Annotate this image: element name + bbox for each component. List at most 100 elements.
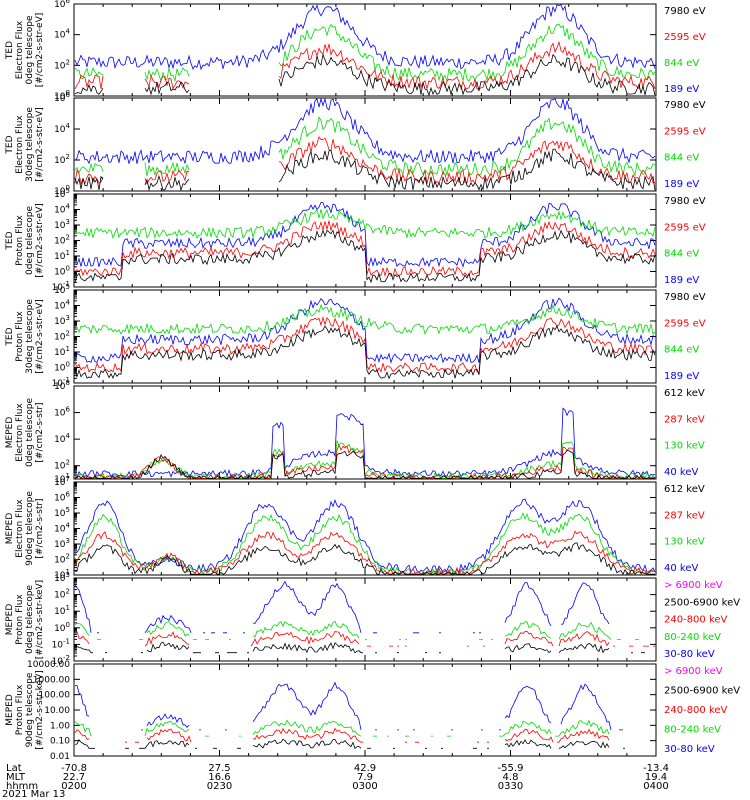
y-tick-label: 102 xyxy=(54,553,70,566)
legend-entry: 2595 eV xyxy=(664,222,706,233)
series-line-green xyxy=(74,303,656,336)
series-line-red xyxy=(74,136,656,186)
panel-frame xyxy=(73,663,657,757)
y-tick-label: 106 xyxy=(54,0,70,10)
legend-entry: 40 keV xyxy=(664,563,698,574)
y-axis-label: MEPED xyxy=(5,417,15,449)
legend-entry: 130 keV xyxy=(664,441,705,452)
y-tick-label: 102 xyxy=(54,330,70,343)
series-line-green xyxy=(75,621,655,639)
y-tick-label: 105 xyxy=(54,283,70,296)
series-line-blue xyxy=(74,407,656,478)
legend-entry: 240-800 keV xyxy=(664,615,728,626)
legend-entry: > 6900 keV xyxy=(664,666,723,677)
x-tick-label-lat: 42.9 xyxy=(354,763,376,774)
panel-frame xyxy=(73,97,657,192)
x-row-label: MLT xyxy=(6,772,26,783)
y-axis-label: Electron Flux xyxy=(15,20,25,79)
y-axis-label: 0deg telescope xyxy=(25,585,35,655)
legend-entry: 287 keV xyxy=(664,510,705,521)
legend-entry: 80-240 keV xyxy=(664,632,721,643)
y-axis-label: 90deg telescope xyxy=(25,672,35,747)
y-tick-label: 102 xyxy=(54,153,70,166)
x-tick-label-mlt: 22.7 xyxy=(63,772,85,783)
legend-entry: 2595 eV xyxy=(664,126,706,137)
legend-entry: 30-80 keV xyxy=(664,649,715,660)
x-tick-label-hhmm: 0230 xyxy=(207,781,232,792)
series-line-green xyxy=(74,208,656,240)
legend-entry: 7980 eV xyxy=(664,292,706,303)
y-axis-label: 0deg telescope xyxy=(25,398,35,468)
y-axis-label: [#/cm2-s-str-eV] xyxy=(35,299,45,374)
y-tick-label: 104 xyxy=(54,122,70,135)
y-axis-label: [#/cm2-s-str-eV] xyxy=(35,107,45,182)
y-tick-label: 101 xyxy=(54,568,70,581)
y-tick-label: 105 xyxy=(54,506,70,519)
series-line-black xyxy=(74,542,655,576)
series-line-green xyxy=(74,23,656,83)
y-tick-label: 1.00 xyxy=(50,721,70,731)
series-line-red xyxy=(75,630,655,647)
date-label: 2021 Mar 13 xyxy=(2,789,65,800)
legend-entry: 287 keV xyxy=(664,414,705,425)
y-tick-label: 10-2 xyxy=(52,654,70,667)
series-line-blue xyxy=(74,297,656,364)
y-axis-label: [#/cm2-s-str] xyxy=(35,498,45,558)
y-tick-label: 101 xyxy=(54,345,70,358)
y-tick-label: 103 xyxy=(54,537,70,550)
y-tick-label: 100 xyxy=(54,89,70,102)
legend-entry: 844 eV xyxy=(664,153,699,164)
x-tick-label-mlt: 7.9 xyxy=(357,772,373,783)
y-axis-label: Proton Flux xyxy=(15,684,25,735)
y-axis-label: TED xyxy=(5,231,15,250)
series-line-green xyxy=(74,116,656,177)
y-tick-label: 108 xyxy=(54,379,70,392)
x-tick-label-hhmm: 0330 xyxy=(498,781,523,792)
y-axis-label: Electron Flux xyxy=(15,403,25,462)
series-line-black xyxy=(74,148,656,192)
y-tick-label: 104 xyxy=(54,299,70,312)
y-tick-label: 106 xyxy=(54,91,70,104)
y-axis-label: MEPED xyxy=(5,513,15,545)
panel-ted-electron-30deg: 100 102 104 106 TED Electron Flux 30deg telesc… xyxy=(5,91,706,197)
panel-ted-electron-0deg: 100 102 104 106 TED Electron Flux 0deg telesco… xyxy=(5,0,706,102)
legend-entry: 612 keV xyxy=(664,484,705,495)
y-tick-label: 10-1 xyxy=(52,280,70,293)
y-axis-label: 90deg telescope xyxy=(25,491,35,566)
x-tick-label-hhmm: 0200 xyxy=(61,781,86,792)
y-axis-label: MEPED xyxy=(5,694,15,726)
y-tick-label: 101 xyxy=(54,472,70,485)
panel-ted-proton-0deg: 10-1 100 101 102 103 104 105 TED Proton Flux 0deg… xyxy=(5,187,706,293)
series-line-black xyxy=(74,325,656,380)
x-tick-label-mlt: 4.8 xyxy=(503,772,519,783)
legend-entry: 189 eV xyxy=(664,84,699,95)
panel-meped-proton-90deg: 10000.00 1000.00 100.00 10.00 1.00 0.10 0.01 ME… xyxy=(5,660,740,762)
y-tick-label: 100 xyxy=(54,621,70,634)
y-axis-label: TED xyxy=(5,135,15,154)
y-axis-label: [#/cm2-s-str-eV] xyxy=(35,13,45,88)
y-axis-label: [#/cm2-s-str-eV] xyxy=(35,203,45,278)
legend-entry: 844 eV xyxy=(664,345,699,356)
legend-entry: 7980 eV xyxy=(664,6,706,17)
y-tick-label: 100.00 xyxy=(39,691,71,701)
y-tick-label: 10-1 xyxy=(52,376,70,389)
x-tick-label-lat: -13.4 xyxy=(643,763,669,774)
legend-entry: 189 eV xyxy=(664,275,699,286)
y-tick-label: 101 xyxy=(54,249,70,262)
legend-entry: > 6900 keV xyxy=(664,580,723,591)
x-tick-label-hhmm: 0400 xyxy=(643,781,668,792)
legend-entry: 2595 eV xyxy=(664,318,706,329)
y-tick-label: 101 xyxy=(54,604,70,617)
y-tick-label: 102 xyxy=(54,58,70,71)
y-tick-label: 102 xyxy=(54,588,70,601)
x-tick-label-hhmm: 0300 xyxy=(352,781,377,792)
y-axis-label: Proton Flux xyxy=(15,594,25,645)
y-tick-label: 100 xyxy=(54,265,70,278)
y-axis-label: TED xyxy=(5,41,15,60)
legend-entry: 844 eV xyxy=(664,58,699,69)
legend-entry: 130 keV xyxy=(664,537,705,548)
y-tick-label: 102 xyxy=(54,234,70,247)
